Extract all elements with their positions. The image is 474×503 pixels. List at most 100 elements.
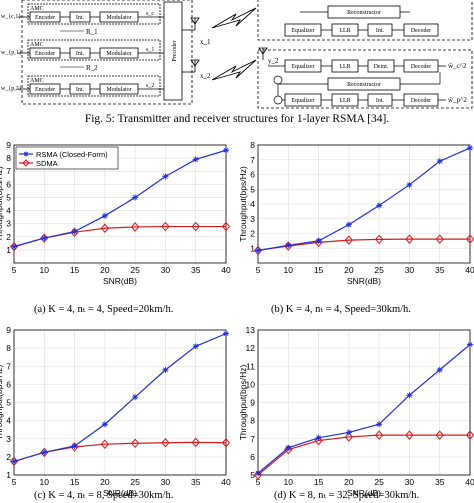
- sdma-point: [161, 437, 170, 448]
- sdma-point: [465, 234, 474, 244]
- y-tick-label: 3: [6, 219, 11, 229]
- y-tick-label: 4: [6, 416, 11, 426]
- y-tick-label: 11: [246, 361, 255, 371]
- x-axis-label: SNR(dB): [103, 276, 137, 286]
- subcaption-a: (a) K = 4, nₜ = 4, Speed=20km/h.: [34, 304, 174, 315]
- y-tick-label: 8: [6, 153, 11, 163]
- x-tick-label: 25: [130, 477, 140, 487]
- rsma-point: [315, 237, 322, 244]
- subchart-a: 5 10 15 20 25 30 35 40 1 2 3 4 5 6 7 8 9 SNR(dB) Throughpu…: [0, 140, 231, 286]
- legend-label: RSMA (Closed-Form): [36, 150, 108, 159]
- y-tick-label: 5: [250, 184, 255, 194]
- rsma-point: [467, 144, 473, 151]
- x-tick-label: 5: [12, 265, 17, 275]
- y-tick-label: 6: [250, 452, 255, 462]
- svg-text:Decoder: Decoder: [411, 28, 431, 34]
- y-axis-label: Throughput(bps/Hz): [0, 166, 4, 242]
- legend-label: SDMA: [36, 159, 58, 168]
- svg-text:Equalizer: Equalizer: [292, 98, 315, 104]
- rsma-point: [315, 434, 322, 441]
- x-tick-label: 20: [100, 477, 110, 487]
- y-tick-label: 2: [6, 452, 11, 462]
- int-label: Int.: [76, 15, 85, 21]
- rsma-point: [192, 343, 199, 350]
- x-tick-label: 25: [374, 477, 384, 487]
- y-tick-label: 1: [6, 245, 11, 255]
- receiver-1-decoder: Decoder: [403, 23, 439, 37]
- y-tick-label: 7: [250, 155, 255, 165]
- rsma-point: [376, 421, 383, 428]
- x-tick-label: 30: [161, 265, 171, 275]
- rsma-point: [255, 247, 261, 254]
- lightning-icon: [211, 7, 257, 29]
- antenna-icon: x_1: [182, 17, 211, 46]
- svg-text:Equalizer: Equalizer: [292, 28, 315, 34]
- y-tick-label: 2: [6, 232, 11, 242]
- y-tick-label: 4: [250, 199, 255, 209]
- y-axis-label: Throughput(bps/Hz): [238, 166, 248, 242]
- subchart-b: 5 10 15 20 25 30 35 40 1 2 3 4 5 6 7 8 SNR(dB) Throughput…: [238, 140, 474, 286]
- encoder-label: Encoder: [35, 51, 55, 57]
- sdma-point: [161, 221, 170, 232]
- x-tick-label: 15: [70, 477, 80, 487]
- x-tick-label: 20: [344, 265, 354, 275]
- y-tick-label: 9: [6, 140, 11, 150]
- subcaption-c: (c) K = 4, nₜ = 8, Speed=30km/h.: [34, 490, 174, 501]
- y-tick-label: 7: [6, 361, 11, 371]
- rsma-point: [132, 394, 139, 401]
- modulator-label: Modulator: [106, 51, 131, 57]
- svg-text:Int.: Int.: [376, 28, 385, 34]
- svg-text:Deint.: Deint.: [374, 64, 389, 70]
- svg-text:Int.: Int.: [376, 98, 385, 104]
- sdma-point: [9, 456, 19, 467]
- y-tick-label: 1: [250, 243, 255, 253]
- sdma-point: [100, 223, 110, 234]
- y-tick-label: 1: [6, 470, 11, 480]
- svg-text:Decoder: Decoder: [411, 98, 431, 104]
- sdma-point: [435, 234, 444, 244]
- amc-label: AMC: [30, 78, 44, 84]
- x-tick-label: 30: [161, 477, 171, 487]
- svg-text:Reconstructor: Reconstructor: [347, 82, 381, 88]
- x-tick-label: 40: [465, 265, 474, 275]
- svg-text:Reconstructor: Reconstructor: [347, 10, 381, 16]
- rate-label: R_1: [86, 28, 98, 36]
- sdma-point: [253, 470, 263, 480]
- x-tick-label: 30: [405, 265, 415, 275]
- x-tick-label: 20: [100, 265, 110, 275]
- y-axis-label: Throughput(bps/Hz): [0, 365, 4, 441]
- rsma-point: [132, 194, 139, 201]
- y-tick-label: 7: [250, 434, 255, 444]
- svg-text:LLR: LLR: [339, 98, 350, 104]
- rsma-point: [285, 444, 292, 451]
- lightning-icon: [211, 59, 257, 81]
- x-tick-label: 10: [40, 265, 50, 275]
- rsma-line: [13, 333, 227, 462]
- encoder-label: Encoder: [35, 87, 55, 93]
- rsma-point: [406, 181, 413, 188]
- y-tick-label: 5: [250, 470, 255, 480]
- y-tick-label: 6: [6, 379, 11, 389]
- x-tick-label: 20: [344, 477, 354, 487]
- rsma-point: [162, 173, 169, 180]
- x-tick-label: 35: [435, 265, 445, 275]
- modulator-label: Modulator: [106, 15, 131, 21]
- y-tick-label: 6: [250, 170, 255, 180]
- y-tick-label: 9: [6, 325, 11, 335]
- rsma-point: [436, 366, 443, 373]
- rsma-line: [257, 344, 471, 474]
- rsma-point: [436, 158, 443, 165]
- antenna-icon: x_2: [182, 59, 211, 80]
- rate-label: R_2: [86, 64, 98, 72]
- y-tick-label: 3: [6, 434, 11, 444]
- plot-frame: [13, 329, 227, 476]
- y-tick-label: 3: [250, 214, 255, 224]
- svg-text:LLR: LLR: [339, 28, 350, 34]
- rsma-point: [255, 470, 261, 477]
- transmitter-row: w_{c,1} AMC Encoder Int. Modulator s_c: [1, 3, 164, 25]
- precoder-block: Precoder: [163, 1, 183, 101]
- plot-frame: [257, 329, 471, 476]
- x-axis-label: SNR(dB): [347, 276, 381, 286]
- rsma-point: [162, 366, 169, 373]
- svg-text:Equalizer: Equalizer: [292, 64, 315, 70]
